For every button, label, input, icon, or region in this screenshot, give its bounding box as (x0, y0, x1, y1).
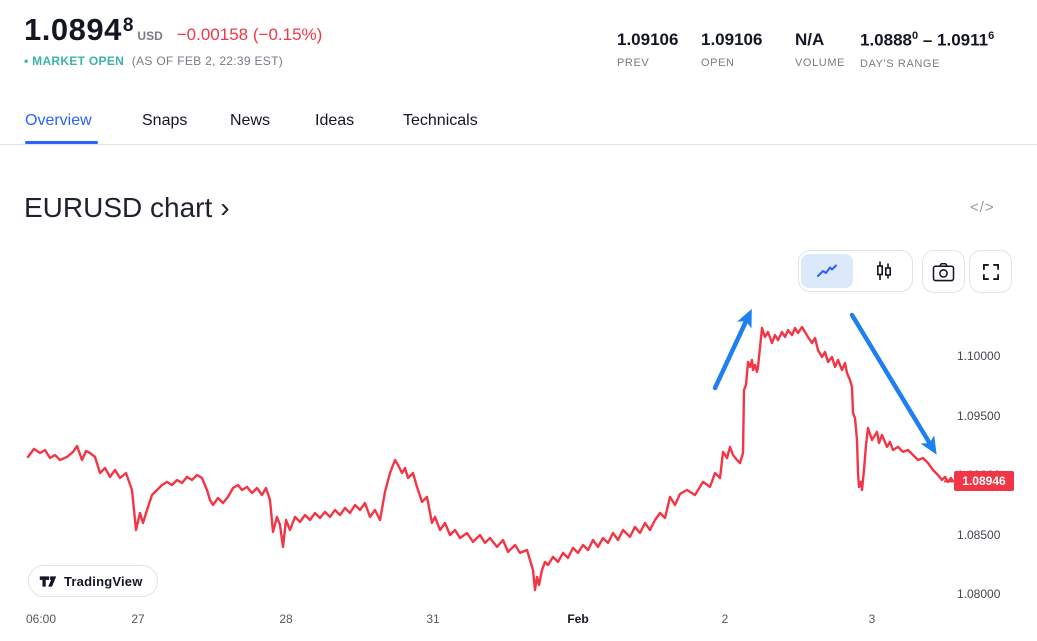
chart-section-title: EURUSD chart (24, 192, 213, 223)
stat-prev-value: 1.09106 (617, 30, 679, 49)
last-price-badge: 1.08946 (954, 471, 1014, 492)
stat-open-label: OPEN (701, 57, 735, 70)
chevron-right-icon: › (220, 192, 230, 223)
stat-volume-value: N/A (795, 30, 825, 49)
y-axis-label: 1.09500 (957, 408, 1001, 423)
x-axis-label: Feb (567, 612, 589, 626)
stat-days-range-label: DAY'S RANGE (860, 58, 941, 71)
camera-icon (932, 262, 955, 281)
stat-open: 1.09106 OPEN (701, 30, 762, 69)
tab-news[interactable]: News (230, 112, 271, 129)
tab-snaps[interactable]: Snaps (142, 112, 188, 129)
tab-technicals[interactable]: Technicals (403, 112, 478, 129)
x-axis-label: 27 (131, 612, 145, 626)
stat-volume: N/A VOLUME (795, 30, 845, 69)
x-axis-label: 31 (426, 612, 440, 626)
y-axis-label: 1.10000 (957, 349, 1001, 363)
currency-label: USD (137, 29, 163, 43)
tradingview-attribution-link[interactable]: TradingView (28, 565, 158, 597)
y-axis-label: 1.08000 (957, 587, 1001, 601)
x-axis-label: 28 (279, 612, 293, 626)
stat-open-value: 1.09106 (701, 30, 763, 49)
tabs-divider (0, 144, 1037, 145)
stat-days-range: 1.08880 – 1.09116 DAY'S RANGE (860, 30, 994, 70)
price-change: −0.00158 (−0.15%) (176, 25, 323, 44)
line-chart-icon (817, 264, 838, 277)
candlestick-style-button[interactable] (858, 254, 910, 288)
tradingview-logo-icon (39, 575, 57, 587)
market-status-timestamp: (AS OF FEB 2, 22:39 EST) (131, 54, 284, 68)
stat-volume-label: VOLUME (795, 57, 846, 70)
x-axis-label: 3 (868, 612, 876, 626)
last-price-fraction: 8 (122, 15, 134, 36)
stat-days-range-value: 1.08880 – 1.09116 (860, 30, 995, 50)
candlestick-icon (876, 261, 891, 280)
x-axis-label: 2 (721, 612, 729, 626)
y-axis-label: 1.08500 (957, 527, 1001, 542)
fullscreen-button[interactable] (969, 250, 1012, 293)
market-status-dot: • (24, 54, 29, 68)
stat-prev: 1.09106 PREV (617, 30, 678, 69)
down-arrow-annotation[interactable] (849, 312, 937, 455)
stat-prev-label: PREV (617, 57, 650, 70)
up-arrow-annotation[interactable] (712, 308, 752, 391)
tab-ideas[interactable]: Ideas (315, 112, 355, 129)
snapshot-button[interactable] (922, 250, 965, 293)
last-price: 1.0894 (24, 12, 122, 47)
tradingview-logo-text: TradingView (64, 573, 143, 589)
active-tab-indicator (25, 141, 98, 144)
chart-style-toggle (798, 250, 913, 292)
market-status: MARKET OPEN (32, 54, 125, 68)
x-axis-label: 06:00 (25, 612, 57, 626)
line-chart-style-button[interactable] (801, 254, 854, 288)
tab-overview[interactable]: Overview (25, 112, 92, 129)
chart-section-title-link[interactable]: EURUSD chart › (24, 192, 230, 224)
embed-code-icon[interactable]: </> (970, 199, 995, 216)
fullscreen-icon (982, 263, 999, 280)
quote-header: 1.0894 8 USD −0.00158 (−0.15%) • MARKET O… (24, 14, 322, 68)
chart-line (26, 325, 955, 592)
